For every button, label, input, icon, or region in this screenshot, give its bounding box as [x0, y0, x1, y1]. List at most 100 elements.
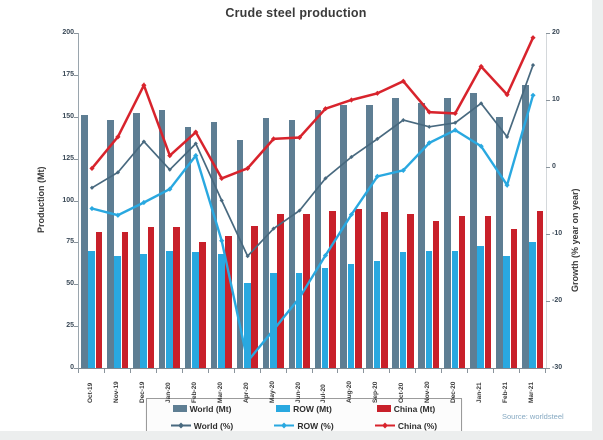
x-axis-month-label: Apr-20: [242, 382, 250, 403]
y-axis-left-tick-label: 100: [62, 196, 74, 204]
bar-world-mar-20: [210, 121, 218, 368]
bar-china-mar-20: [225, 235, 232, 368]
y-axis-left-tick-label: 0: [70, 364, 74, 371]
x-axis-month-label: Oct-19: [86, 382, 94, 403]
bar-china-apr-20: [251, 225, 258, 368]
x-axis-month-label: Mar-21: [528, 382, 536, 403]
bar-world-jul-20: [314, 110, 322, 368]
bar-china-dec-19: [147, 227, 155, 368]
marker-world-dec-20: [453, 120, 458, 125]
bar-world-sep-20: [366, 105, 373, 368]
bar-china-mar-21: [536, 210, 544, 368]
marker-world-sep-20: [375, 136, 380, 141]
y-axis-label-right: Growth (% year on year): [570, 188, 580, 292]
legend-swatch-icon: [172, 405, 187, 412]
y-axis-left-tick: [74, 158, 78, 160]
marker-row-mar-20: [219, 238, 225, 244]
marker-world-jul-20: [323, 176, 328, 181]
bar-world-apr-20: [236, 140, 244, 368]
bar-world-jun-20: [288, 120, 296, 368]
bar-row-may-20: [269, 272, 277, 368]
legend-item-row-mt: ROW (Mt): [253, 404, 355, 414]
bar-china-nov-19: [121, 232, 129, 368]
legend-label: China (%): [397, 420, 438, 431]
x-axis-tick: [285, 369, 287, 373]
marker-row-feb-21: [504, 182, 510, 188]
bar-world-may-20: [262, 118, 270, 368]
bar-row-sep-20: [373, 260, 381, 368]
legend-item-china-mt: China (Mt): [355, 404, 457, 414]
marker-row-oct-20: [400, 167, 406, 173]
bar-china-dec-20: [458, 215, 466, 368]
marker-world-feb-21: [504, 134, 510, 139]
legend-line-marker-icon: [274, 421, 295, 430]
x-axis-month-label: Oct-20: [398, 382, 406, 403]
x-axis-tick: [78, 369, 79, 373]
legend-line-glyph: [274, 422, 295, 429]
legend-label: ROW (Mt): [293, 403, 332, 414]
bar-world-feb-21: [496, 116, 503, 368]
y-axis-left-tick: [74, 326, 78, 328]
x-axis-month-label: Sep-20: [372, 381, 380, 403]
plot-area: [78, 33, 547, 369]
marker-china-dec-20: [452, 110, 458, 116]
growth-lines-layer: [89, 35, 536, 364]
y-axis-left-tick-label: 175: [62, 70, 74, 78]
bar-china-oct-20: [406, 213, 414, 368]
x-axis-month-label: Nov-20: [424, 381, 432, 403]
marker-world-nov-19: [115, 170, 121, 175]
legend-item-world-mt: World (Mt): [151, 404, 253, 414]
x-axis-tick: [545, 369, 546, 373]
marker-china-oct-20: [400, 78, 406, 84]
x-axis-month-label: Nov-19: [112, 381, 120, 403]
x-axis-tick: [129, 369, 131, 373]
x-axis-tick: [493, 369, 495, 373]
x-axis-tick: [233, 369, 235, 373]
x-axis-tick: [519, 369, 521, 373]
y-axis-left-tick-label: 50: [66, 280, 74, 288]
bar-china-feb-20: [199, 242, 206, 368]
bar-china-jan-21: [484, 215, 492, 368]
y-axis-right-tick-label: 20: [552, 29, 560, 36]
legend-label: China (Mt): [393, 403, 436, 414]
bar-china-sep-20: [381, 212, 388, 368]
x-axis-month-label: Mar-20: [216, 382, 224, 403]
y-axis-left-tick: [74, 33, 78, 34]
y-axis-right-tick: [546, 33, 550, 34]
y-axis-right-tick-label: -10: [552, 230, 563, 237]
x-axis-tick: [259, 369, 261, 373]
y-axis-right-tick: [546, 100, 550, 101]
x-axis-month-label: Feb-21: [502, 382, 510, 403]
marker-row-sep-20: [374, 173, 380, 179]
marker-row-jan-21: [478, 143, 484, 149]
bar-world-mar-21: [522, 84, 529, 368]
legend-item-china-pct: China (%): [355, 421, 457, 431]
bar-world-aug-20: [340, 105, 348, 368]
bar-world-nov-20: [418, 103, 425, 368]
bar-world-feb-20: [184, 126, 192, 368]
y-axis-right-tick: [546, 368, 550, 369]
bar-row-dec-19: [140, 254, 147, 368]
y-axis-left-tick-label: 125: [62, 154, 74, 162]
marker-row-mar-21: [530, 92, 536, 98]
y-axis-left-tick-label: 150: [62, 112, 74, 120]
line-world-pct: [91, 64, 534, 258]
y-axis-right-tick: [546, 301, 550, 302]
bar-world-jan-21: [470, 93, 477, 368]
bar-row-oct-20: [399, 252, 407, 368]
marker-china-oct-19: [89, 165, 95, 171]
bar-world-dec-20: [444, 98, 451, 368]
x-axis-tick: [155, 369, 157, 373]
marker-china-sep-20: [374, 90, 380, 96]
marker-row-nov-19: [115, 212, 121, 218]
bar-row-mar-20: [218, 254, 225, 368]
marker-china-apr-20: [245, 165, 251, 171]
marker-world-feb-20: [193, 141, 198, 146]
bar-row-jan-21: [477, 245, 485, 368]
bar-row-dec-20: [451, 250, 459, 368]
bar-row-feb-20: [192, 252, 199, 368]
chart-legend: World (Mt) ROW (Mt) China (Mt) World (%)…: [146, 398, 462, 431]
bar-row-jun-20: [295, 272, 303, 368]
marker-world-oct-19: [89, 185, 95, 190]
x-axis-month-label: Jun-20: [294, 382, 302, 403]
